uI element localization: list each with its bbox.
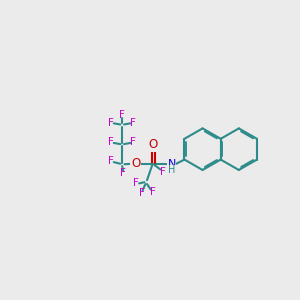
Text: F: F	[139, 188, 144, 198]
Text: F: F	[120, 168, 126, 178]
Text: F: F	[130, 137, 136, 147]
Text: H: H	[168, 165, 176, 175]
Text: N: N	[167, 159, 176, 169]
Text: F: F	[134, 178, 139, 188]
Text: O: O	[148, 138, 158, 151]
Text: O: O	[131, 157, 140, 170]
Text: F: F	[108, 118, 114, 128]
Text: F: F	[119, 110, 125, 120]
Text: F: F	[108, 156, 114, 167]
Text: F: F	[108, 137, 114, 147]
Text: F: F	[150, 187, 155, 197]
Text: F: F	[130, 118, 136, 128]
Text: F: F	[160, 167, 166, 177]
